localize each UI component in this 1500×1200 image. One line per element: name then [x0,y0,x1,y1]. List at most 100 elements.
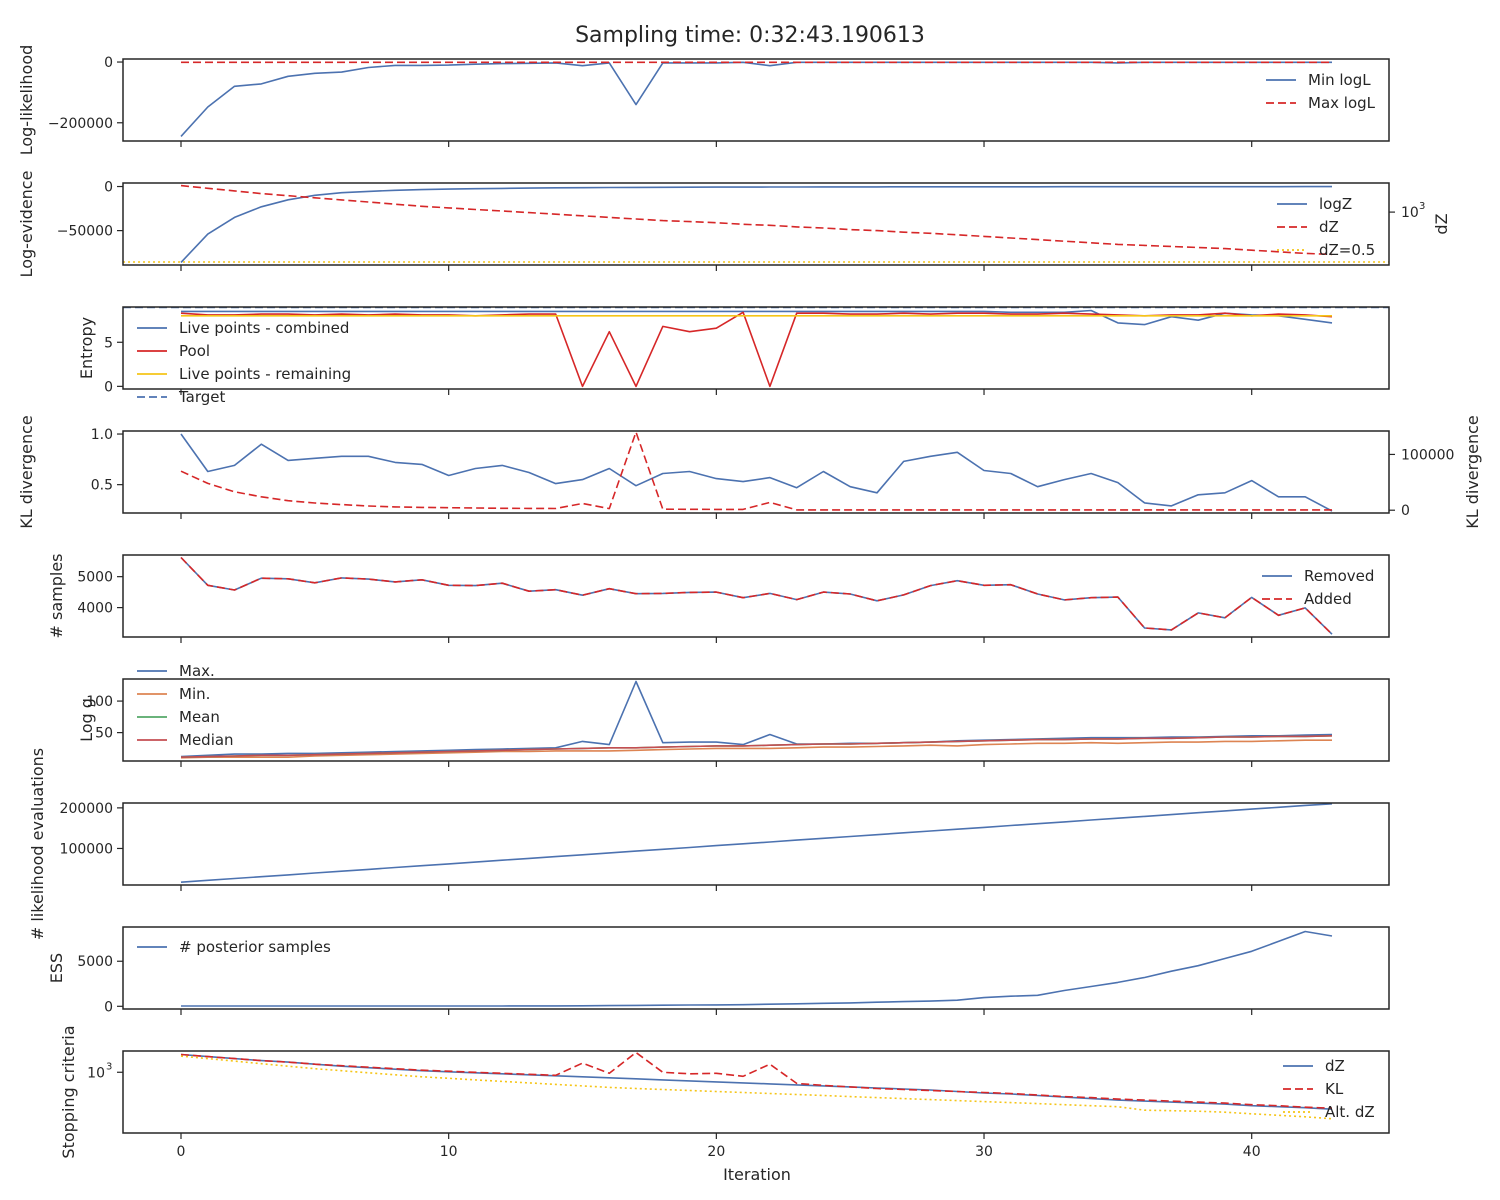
legend-label: Max logL [1308,94,1376,112]
y-tick-label: 0 [104,999,113,1015]
legend-label: Target [178,388,226,406]
series-line-live-points-combined [181,309,1333,326]
legend: Removed Added [1262,567,1374,608]
y-axis-label: KL divergence [17,415,36,528]
legend: dZ KL Alt. dZ [1283,1057,1375,1121]
y-tick-label: 10 [87,1065,105,1081]
series-line-kl [180,1051,1333,1109]
series-line-pool [180,311,1333,388]
y-tick-label: 0 [104,55,113,71]
legend: logZ dZ dZ=0.5 [1277,195,1375,259]
series-line-logz [180,185,1332,263]
axes-frame [122,1050,1390,1134]
legend-label: KL [1325,1080,1344,1098]
legend-label: Removed [1304,567,1374,585]
right-y-tick-label-exponent: 3 [1419,201,1425,212]
y-tick-label: 5000 [77,570,113,586]
panel-2: 0 −50000 10 3 Log-evidence dZ logZ dZ dZ=0.5 [17,171,1451,278]
series-line-dz [180,184,1333,256]
y-tick-label: 100 [86,694,113,710]
right-y-tick-label: 0 [1401,503,1410,519]
panels: 0 −200000 Log-likelihood Min logL Max logL 0 −… [17,45,1482,1160]
y-axis-label: Stopping criteria [59,1025,78,1158]
series-line-kl-right- [180,431,1332,511]
legend-label: Live points - combined [179,319,349,337]
panel-1: 0 −200000 Log-likelihood Min logL Max logL [17,45,1390,156]
legend-label: Pool [179,342,210,360]
axes-frame [122,802,1390,886]
right-y-tick-label: 100000 [1401,447,1454,463]
plot-area [180,431,1333,512]
legend-label: dZ [1319,218,1339,236]
axes-frame [122,926,1390,1010]
plot-area [181,930,1333,1007]
panel-7: 100000 200000 # likelihood evaluations [28,748,1390,940]
series-line-dz [180,1053,1333,1110]
legend-label: Live points - remaining [179,365,351,383]
y-tick-label: −200000 [48,116,113,132]
y-tick-label: 0 [104,379,113,395]
legend-label: Median [179,731,234,749]
y-tick-label-exponent: 3 [106,1061,112,1072]
y-tick-label: 5 [104,335,113,351]
x-tick-label: 30 [975,1144,993,1160]
legend-label: dZ [1325,1057,1345,1075]
series-line-min- [180,739,1332,759]
legend-label: dZ=0.5 [1319,241,1375,259]
plot-area [180,61,1332,137]
series-line-added [180,556,1333,635]
y-axis-label: Entropy [77,317,96,379]
right-y-tick-label: 10 [1401,205,1419,221]
x-tick-label: 40 [1243,1144,1261,1160]
legend: Live points - combined Pool Live points - … [137,319,351,406]
y-axis-label: Log g [77,698,96,742]
legend-label: Alt. dZ [1325,1103,1375,1121]
axes-frame [122,306,1390,390]
legend: Min logL Max logL [1266,71,1376,112]
series-line-kl [180,433,1333,512]
legend: Max. Min. Mean Median [137,662,234,749]
plot-area [180,556,1333,635]
panel-4: 0.5 1.0 0 100000 KL divergence KL divergence [17,415,1482,528]
x-tick-label: 20 [707,1144,725,1160]
x-axis-label: Iteration [723,1165,791,1184]
y-axis-label: ESS [47,953,66,983]
axes-frame [122,182,1390,266]
series-line-alt-dz [180,1055,1333,1120]
right-y-axis-label: dZ [1432,213,1451,234]
axes-frame [122,58,1390,142]
y-tick-label: 100000 [60,841,113,857]
legend: # posterior samples [137,938,331,956]
panel-8: 0 5000 ESS # posterior samples [47,926,1390,1015]
x-tick-label: 0 [177,1144,186,1160]
series-line-median [180,735,1333,758]
y-tick-label: 4000 [77,601,113,617]
axes-frame [122,554,1390,638]
figure-title: Sampling time: 0:32:43.190613 [575,23,925,48]
axes-frame [122,430,1390,514]
legend-label: Max. [179,662,215,680]
series-line-likelihood-evaluations [180,803,1333,883]
y-axis-label: # likelihood evaluations [28,748,47,940]
plot-area [180,1051,1333,1120]
x-tick-label: 10 [440,1144,458,1160]
y-tick-label: 200000 [60,801,113,817]
y-axis-label: Log-likelihood [17,45,36,156]
panel-5: 4000 5000 # samples Removed Added [47,554,1390,643]
y-tick-label: 50 [95,726,113,742]
legend-label: # posterior samples [179,938,331,956]
series-line--posterior-samples [181,930,1333,1007]
y-tick-label: −50000 [57,224,113,240]
legend-label: Added [1304,590,1352,608]
y-tick-label: 0 [104,180,113,196]
legend-label: Mean [179,708,220,726]
series-line-min-logl [180,61,1332,137]
y-tick-label: 1.0 [91,427,113,443]
plot-area [123,184,1389,263]
y-axis-label: # samples [47,554,66,639]
plot-area [180,803,1333,883]
